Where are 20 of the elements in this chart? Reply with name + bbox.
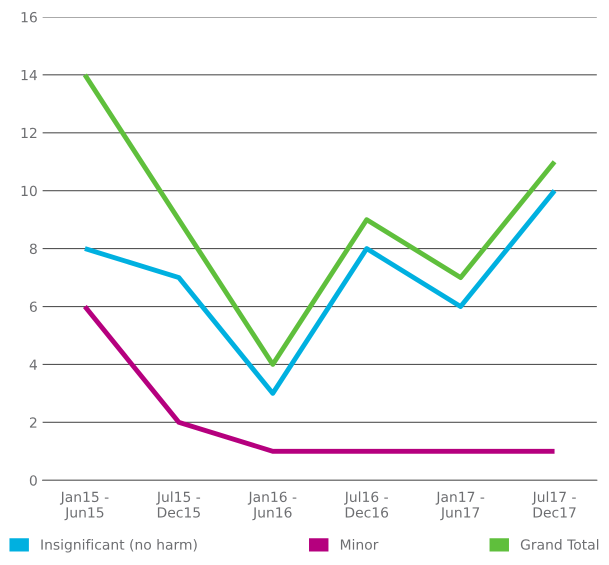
x-tick-label: Jan17 - Jun17 [436,492,484,520]
y-tick-label: 0 [30,475,37,486]
legend-label: Minor [340,539,378,550]
line-series [82,188,557,396]
y-tick-label: 14 [22,70,37,80]
y-tick-label: 16 [22,12,37,22]
x-tick-label: Jul17 - Dec17 [532,491,576,518]
x-tick-label: Jan16 - Jun16 [248,492,296,520]
y-tick-label: 10 [22,186,37,196]
y-tick-label: 6 [30,301,37,312]
y-tick-label: 2 [30,417,36,428]
y-tick-label: 8 [30,244,37,254]
x-tick-label: Jul15 - Dec15 [156,491,200,518]
line-series [82,72,557,367]
x-tick-label: Jan15 - Jun15 [60,492,108,520]
x-tick-label: Jul16 - Dec16 [344,491,388,518]
legend-label: Grand Total [520,539,598,550]
y-tick-label: 4 [30,360,37,370]
legend-label: Insignificant (no harm) [41,539,197,552]
y-tick-label: 12 [22,128,36,138]
